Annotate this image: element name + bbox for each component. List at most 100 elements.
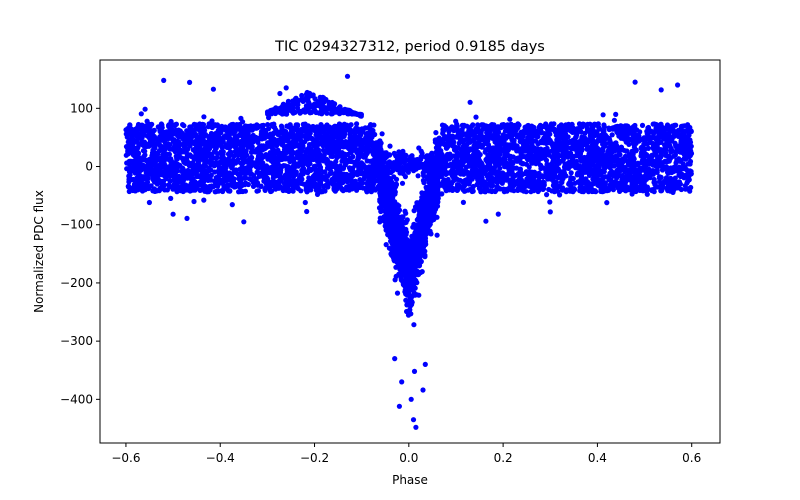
data-point bbox=[681, 141, 687, 147]
data-point bbox=[658, 154, 664, 160]
data-point bbox=[201, 157, 207, 163]
data-point bbox=[607, 155, 613, 161]
data-point bbox=[414, 200, 420, 206]
data-point bbox=[662, 142, 668, 148]
data-point bbox=[466, 160, 472, 167]
data-point bbox=[552, 126, 558, 132]
data-point bbox=[551, 151, 557, 158]
data-point bbox=[324, 138, 331, 144]
data-point bbox=[311, 152, 317, 158]
data-point bbox=[559, 140, 565, 146]
data-point bbox=[276, 129, 282, 135]
data-point bbox=[201, 134, 207, 140]
data-point bbox=[494, 184, 500, 190]
data-point bbox=[298, 172, 304, 178]
data-point bbox=[575, 142, 581, 148]
data-point bbox=[326, 129, 332, 135]
data-point bbox=[209, 152, 215, 158]
data-point bbox=[463, 164, 469, 170]
data-point bbox=[443, 163, 449, 169]
data-point bbox=[508, 165, 514, 171]
data-point bbox=[159, 130, 165, 137]
data-point bbox=[370, 127, 376, 134]
data-point bbox=[223, 165, 229, 171]
data-point bbox=[503, 186, 509, 192]
data-point bbox=[644, 168, 650, 174]
data-point bbox=[455, 133, 461, 139]
data-point bbox=[247, 160, 253, 166]
data-point bbox=[614, 174, 620, 180]
data-point bbox=[177, 147, 183, 153]
data-point bbox=[337, 163, 343, 169]
data-point bbox=[485, 134, 491, 140]
data-point bbox=[190, 160, 196, 166]
data-point bbox=[498, 148, 504, 154]
data-point bbox=[309, 126, 315, 132]
data-point bbox=[249, 171, 255, 177]
data-point bbox=[652, 182, 658, 188]
data-point bbox=[499, 141, 505, 147]
data-point bbox=[132, 148, 139, 155]
data-point bbox=[201, 162, 207, 169]
data-point bbox=[277, 90, 283, 97]
data-point bbox=[340, 124, 346, 130]
data-point bbox=[546, 129, 552, 135]
data-point bbox=[642, 151, 648, 157]
data-point bbox=[528, 189, 534, 195]
data-point bbox=[433, 130, 439, 136]
data-point bbox=[482, 139, 488, 145]
data-point bbox=[304, 208, 310, 215]
data-point bbox=[593, 129, 599, 135]
data-point bbox=[306, 175, 312, 181]
data-point bbox=[676, 167, 683, 173]
data-point bbox=[655, 137, 662, 143]
data-point bbox=[170, 168, 176, 174]
data-point bbox=[189, 169, 195, 175]
data-point bbox=[476, 151, 482, 158]
data-point bbox=[186, 163, 192, 169]
data-point bbox=[357, 148, 363, 154]
data-point bbox=[383, 242, 389, 248]
data-point bbox=[201, 197, 207, 203]
data-point bbox=[443, 170, 449, 176]
data-point bbox=[604, 163, 610, 169]
data-point bbox=[586, 137, 592, 143]
data-point bbox=[264, 183, 270, 190]
data-point bbox=[636, 134, 642, 140]
data-point bbox=[674, 144, 680, 151]
data-point bbox=[265, 153, 272, 160]
data-point bbox=[651, 186, 657, 192]
data-point bbox=[543, 157, 550, 163]
data-point bbox=[617, 180, 624, 186]
data-point bbox=[211, 178, 217, 184]
data-point bbox=[464, 169, 470, 175]
data-point bbox=[655, 127, 661, 133]
data-point bbox=[181, 123, 187, 129]
data-point bbox=[198, 174, 204, 180]
data-point bbox=[141, 139, 148, 145]
data-point bbox=[191, 198, 197, 205]
data-point bbox=[339, 158, 345, 164]
data-point bbox=[140, 162, 146, 168]
data-point bbox=[124, 134, 130, 140]
data-point bbox=[231, 159, 237, 165]
data-point bbox=[642, 138, 648, 144]
data-point bbox=[458, 152, 464, 158]
data-point bbox=[539, 124, 545, 130]
data-point bbox=[601, 122, 607, 128]
data-point bbox=[507, 134, 514, 140]
data-point bbox=[446, 154, 452, 160]
data-point bbox=[538, 165, 544, 171]
data-point bbox=[631, 173, 638, 179]
data-point bbox=[500, 170, 506, 176]
data-point bbox=[387, 143, 393, 149]
data-point bbox=[347, 167, 353, 173]
data-point bbox=[614, 168, 620, 174]
data-point bbox=[673, 149, 679, 155]
data-point bbox=[379, 131, 385, 137]
data-point bbox=[348, 158, 354, 165]
data-point bbox=[521, 184, 527, 190]
data-point bbox=[615, 129, 621, 135]
data-point bbox=[544, 145, 550, 151]
